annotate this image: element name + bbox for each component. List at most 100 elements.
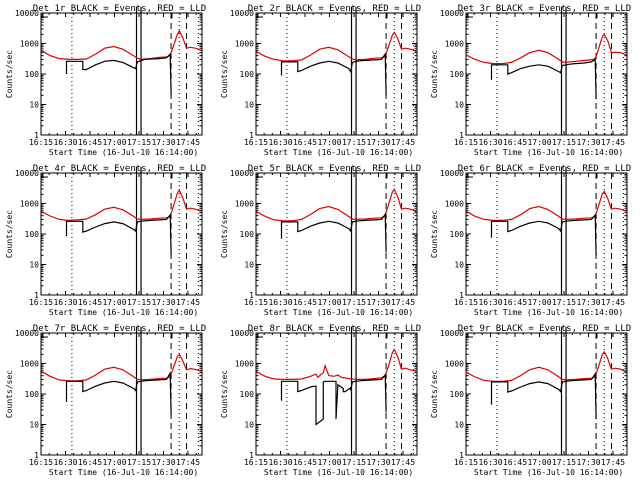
- x-tick-label: 17:45: [391, 458, 415, 467]
- lld-series-line: [256, 188, 417, 222]
- y-tick-label: 100: [450, 70, 465, 79]
- events-series-line: [280, 373, 387, 426]
- plot-frame: [465, 12, 628, 136]
- lld-series-line: [256, 31, 417, 62]
- events-series-line: [490, 213, 597, 256]
- y-tick-label: 100: [25, 390, 40, 399]
- y-tick-label: 1000: [20, 200, 39, 209]
- top-bracket: [596, 332, 613, 338]
- x-tick-label: 17:15: [342, 298, 366, 307]
- x-tick-label: 17:45: [601, 298, 625, 307]
- top-bracket: [171, 172, 188, 178]
- y-tick-label: 1: [249, 291, 254, 300]
- y-axis-label: Counts/sec: [220, 370, 229, 418]
- x-tick-label: 16:30: [53, 138, 77, 147]
- x-tick-label: 17:15: [552, 298, 576, 307]
- panel-det-5r: Det 5r BLACK = Events, RED = LLD Counts/s…: [220, 164, 421, 317]
- y-tick-label: 10000: [440, 329, 464, 338]
- x-tick-label: 17:30: [366, 458, 390, 467]
- y-tick-label: 100: [240, 70, 255, 79]
- y-tick-label: 100: [25, 230, 40, 239]
- x-tick-label: 17:30: [366, 298, 390, 307]
- lld-series-line: [41, 189, 202, 222]
- panel-det-9r: Det 9r BLACK = Events, RED = LLD Counts/s…: [430, 324, 631, 477]
- y-tick-label: 10: [454, 101, 464, 110]
- x-tick-label: 17:45: [601, 138, 625, 147]
- x-tick-label: 16:15: [454, 138, 478, 147]
- y-tick-label: 1000: [235, 200, 254, 209]
- x-tick-label: 17:30: [366, 138, 390, 147]
- x-tick-label: 17:45: [176, 138, 200, 147]
- y-axis-label: Counts/sec: [220, 50, 229, 98]
- x-tick-label: 17:00: [102, 138, 126, 147]
- x-tick-label: 16:45: [293, 458, 317, 467]
- panel-title: Det 2r BLACK = Events, RED = LLD: [248, 4, 421, 14]
- x-tick-label: 17:30: [151, 298, 175, 307]
- y-tick-label: 10: [244, 421, 254, 430]
- y-tick-label: 10000: [440, 9, 464, 18]
- y-axis-label: Counts/sec: [430, 50, 439, 98]
- x-tick-label: 17:30: [576, 458, 600, 467]
- x-tick-label: 16:15: [29, 138, 53, 147]
- top-bracket: [596, 12, 613, 18]
- events-series-line: [65, 52, 172, 96]
- panel-title: Det 8r BLACK = Events, RED = LLD: [248, 324, 421, 334]
- plot-frame: [40, 12, 203, 136]
- y-tick-label: 100: [450, 390, 465, 399]
- panel-title: Det 7r BLACK = Events, RED = LLD: [33, 324, 206, 334]
- events-series-line: [490, 58, 597, 100]
- lld-series-line: [466, 190, 627, 221]
- x-axis-label: Start Time (16-Jul-10 16:14:00): [264, 308, 413, 317]
- plot-frame: [40, 172, 203, 296]
- x-axis-label: Start Time (16-Jul-10 16:14:00): [49, 308, 198, 317]
- top-bracket: [596, 172, 613, 178]
- x-tick-label: 17:45: [391, 138, 415, 147]
- x-tick-label: 16:45: [78, 138, 102, 147]
- y-tick-label: 1000: [20, 40, 39, 49]
- y-tick-label: 100: [450, 230, 465, 239]
- events-series-line: [65, 371, 172, 416]
- x-tick-label: 16:45: [293, 298, 317, 307]
- y-axis-label: Counts/sec: [430, 210, 439, 258]
- y-tick-label: 10: [244, 101, 254, 110]
- x-tick-label: 17:15: [342, 138, 366, 147]
- x-tick-label: 17:30: [576, 298, 600, 307]
- x-tick-label: 16:30: [268, 298, 292, 307]
- y-tick-label: 1000: [235, 360, 254, 369]
- x-tick-label: 16:45: [503, 298, 527, 307]
- x-tick-label: 16:30: [53, 458, 77, 467]
- panel-det-2r: Det 2r BLACK = Events, RED = LLD Counts/s…: [220, 4, 421, 157]
- y-tick-label: 1000: [445, 40, 464, 49]
- x-tick-label: 16:45: [78, 458, 102, 467]
- panel-title: Det 5r BLACK = Events, RED = LLD: [248, 164, 421, 174]
- x-tick-label: 16:30: [478, 458, 502, 467]
- x-tick-label: 17:00: [527, 458, 551, 467]
- x-axis-label: Start Time (16-Jul-10 16:14:00): [49, 148, 198, 157]
- x-axis-label: Start Time (16-Jul-10 16:14:00): [264, 468, 413, 477]
- y-axis-label: Counts/sec: [430, 370, 439, 418]
- events-series-line: [280, 52, 387, 96]
- y-tick-label: 1: [459, 451, 464, 460]
- x-tick-label: 16:30: [268, 458, 292, 467]
- y-tick-label: 1: [34, 131, 39, 140]
- x-tick-label: 17:00: [317, 138, 341, 147]
- x-tick-label: 16:15: [244, 298, 268, 307]
- panel-det-6r: Det 6r BLACK = Events, RED = LLD Counts/s…: [430, 164, 631, 317]
- panel-det-8r: Det 8r BLACK = Events, RED = LLD Counts/s…: [220, 324, 421, 477]
- panel-title: Det 4r BLACK = Events, RED = LLD: [33, 164, 206, 174]
- x-tick-label: 16:15: [244, 458, 268, 467]
- events-series-line: [490, 371, 597, 420]
- y-tick-label: 10000: [230, 169, 254, 178]
- y-tick-label: 10: [29, 261, 39, 270]
- top-bracket: [386, 172, 403, 178]
- y-tick-label: 1: [249, 451, 254, 460]
- top-bracket: [386, 332, 403, 338]
- panel-title: Det 9r BLACK = Events, RED = LLD: [458, 324, 631, 334]
- plot-frame: [40, 332, 203, 456]
- x-tick-label: 17:00: [527, 138, 551, 147]
- y-tick-label: 1000: [445, 360, 464, 369]
- lld-series-line: [466, 33, 627, 65]
- x-tick-label: 16:30: [53, 298, 77, 307]
- x-axis-label: Start Time (16-Jul-10 16:14:00): [474, 148, 623, 157]
- plot-frame: [465, 332, 628, 456]
